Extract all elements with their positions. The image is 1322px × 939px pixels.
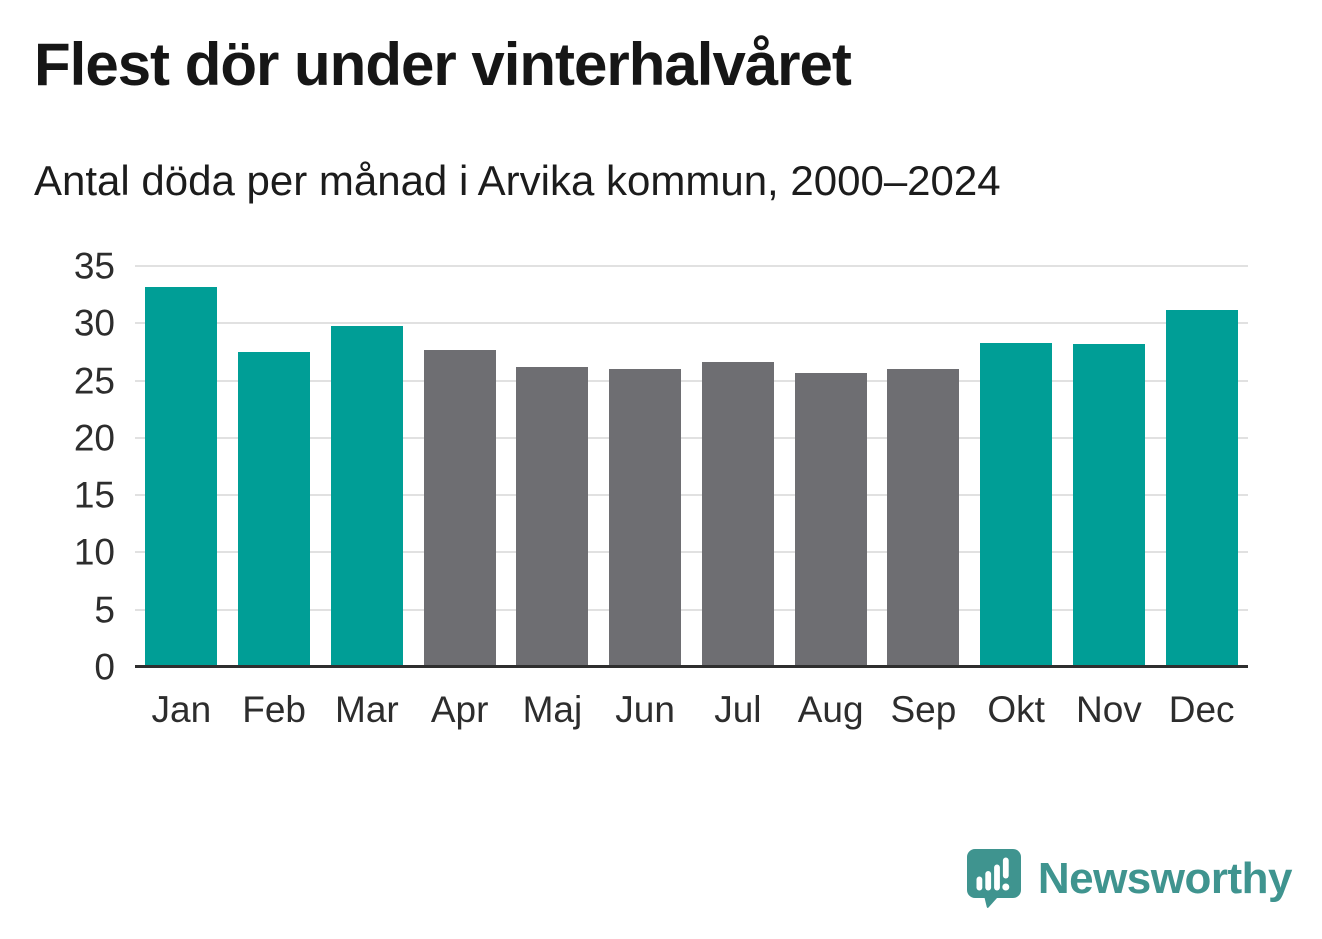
bar-slot-jul: [692, 266, 785, 667]
chart-title: Flest dör under vinterhalvåret: [34, 31, 852, 98]
newsworthy-logo: Newsworthy: [965, 848, 1293, 909]
y-tick-label-30: 30: [73, 302, 115, 344]
bars-row: [135, 266, 1248, 667]
y-tick-label-15: 15: [73, 474, 115, 516]
bar-slot-nov: [1063, 266, 1156, 667]
plot-area: [135, 265, 1248, 668]
gridline-y5: [135, 608, 1248, 611]
gridline-y25: [135, 379, 1248, 382]
speech-bubble-bar-chart-icon: [965, 848, 1023, 909]
bar-dec: [1165, 309, 1238, 667]
bar-slot-apr: [413, 266, 506, 667]
bar-slot-jan: [135, 266, 228, 667]
y-axis-labels: 0 5 10 15 20 25 30 35: [0, 248, 115, 686]
x-axis-line: [135, 665, 1248, 668]
bar-slot-feb: [228, 266, 321, 667]
x-tick-label-feb: Feb: [242, 689, 306, 730]
x-tick-label-jan: Jan: [151, 689, 212, 730]
x-tick-label-dec: Dec: [1168, 689, 1235, 730]
gridline-y30: [135, 322, 1248, 325]
x-tick-label-aug: Aug: [797, 689, 864, 730]
speech-bubble-shape: [966, 849, 1021, 909]
bar-feb: [238, 351, 311, 667]
gridline-y35: [135, 265, 1248, 267]
bar-jul: [701, 362, 774, 667]
bar-okt: [980, 342, 1053, 667]
y-tick-label-25: 25: [73, 360, 115, 402]
bar-sep: [887, 369, 960, 667]
gridline-y15: [135, 494, 1248, 497]
bar-slot-mar: [321, 266, 414, 667]
y-tick-label-5: 5: [94, 589, 115, 631]
bar-aug: [794, 372, 867, 667]
x-tick-label-maj: Maj: [522, 689, 583, 730]
x-tick-label-sep: Sep: [890, 689, 957, 730]
y-tick-label-20: 20: [73, 417, 115, 459]
bar-maj: [516, 366, 589, 667]
chart-subtitle: Antal döda per månad i Arvika kommun, 20…: [34, 157, 1001, 204]
bar-slot-aug: [784, 266, 877, 667]
bar-jan: [145, 286, 218, 667]
bar-slot-jun: [599, 266, 692, 667]
bar-jun: [609, 369, 682, 667]
x-tick-label-okt: Okt: [987, 689, 1045, 730]
y-tick-label-0: 0: [94, 646, 115, 688]
y-tick-label-35: 35: [73, 245, 115, 287]
x-tick-label-apr: Apr: [430, 689, 489, 730]
bar-slot-sep: [877, 266, 970, 667]
newsworthy-logo-text: Newsworthy: [1037, 853, 1293, 903]
bar-apr: [423, 349, 496, 667]
x-tick-label-jun: Jun: [615, 689, 675, 730]
bar-slot-maj: [506, 266, 599, 667]
x-tick-label-mar: Mar: [335, 689, 399, 730]
x-axis-labels: Jan Feb Mar Apr Maj Jun Jul Aug Sep Okt Nov Dec: [135, 689, 1248, 731]
x-tick-label-nov: Nov: [1075, 689, 1142, 730]
bar-slot-dec: [1155, 266, 1248, 667]
bar-slot-okt: [970, 266, 1063, 667]
bar-mar: [330, 325, 403, 667]
bar-nov: [1072, 343, 1145, 667]
y-tick-label-10: 10: [73, 531, 115, 573]
x-tick-label-jul: Jul: [714, 689, 762, 730]
gridline-y10: [135, 551, 1248, 554]
gridline-y20: [135, 436, 1248, 439]
